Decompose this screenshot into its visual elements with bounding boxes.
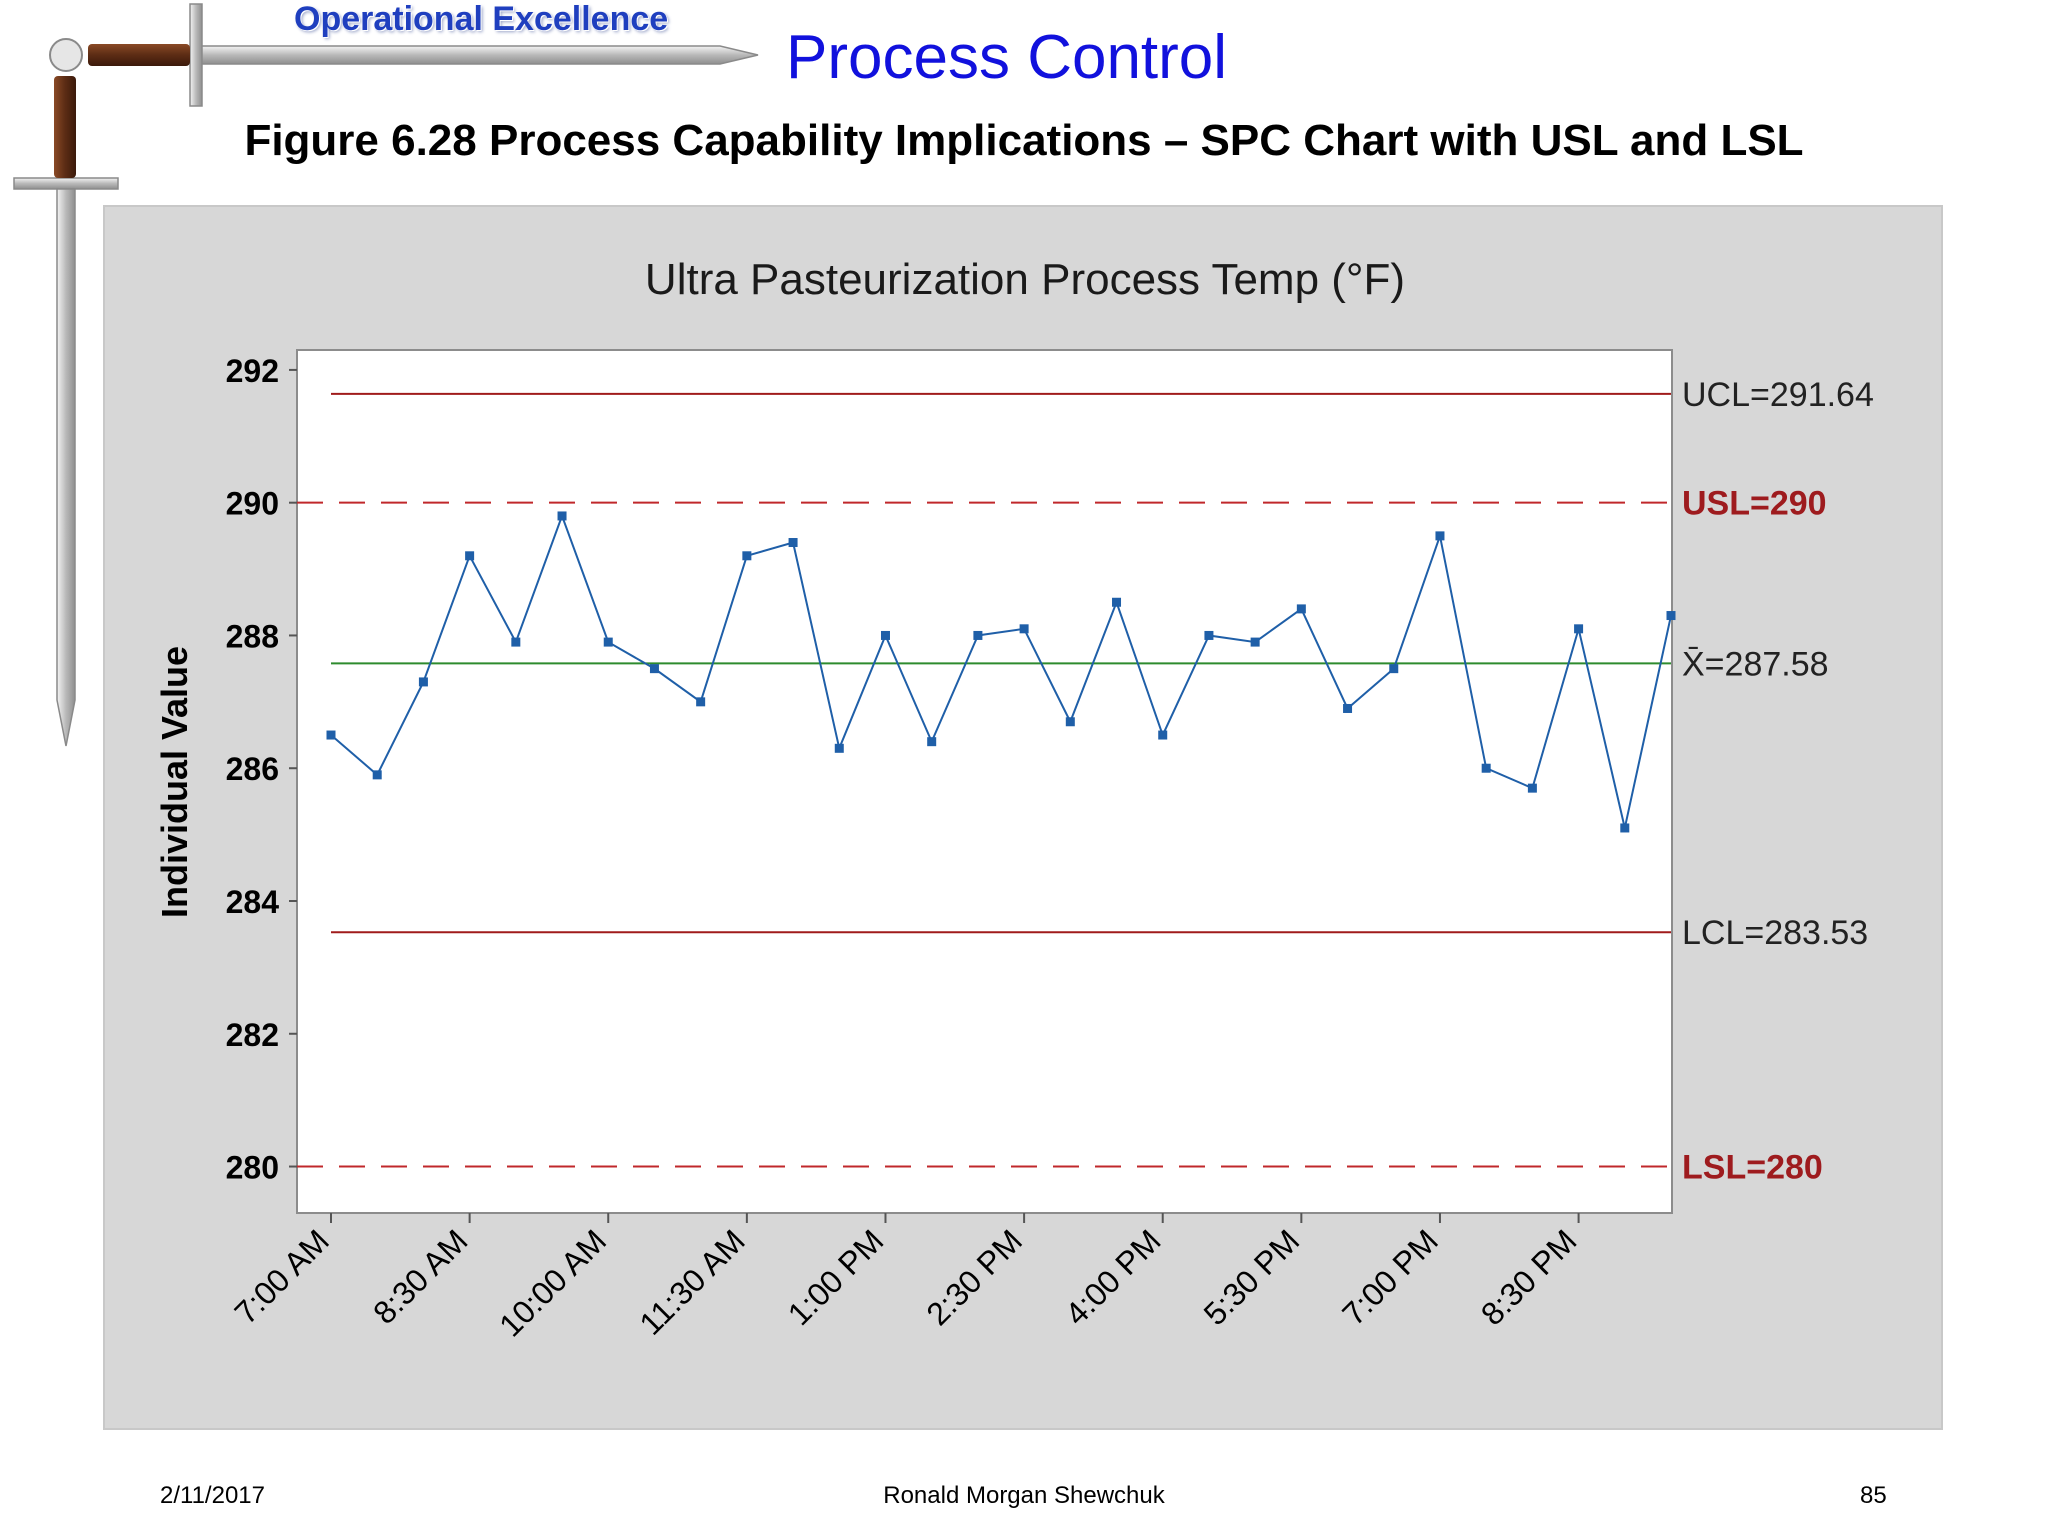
x-tick-label: 11:30 AM — [632, 1222, 751, 1341]
y-tick-label: 284 — [226, 884, 280, 920]
data-series — [326, 511, 1676, 833]
data-point — [1527, 783, 1537, 793]
x-tick-label: 7:00 PM — [1335, 1222, 1445, 1332]
y-tick-label: 280 — [226, 1150, 279, 1186]
y-tick-label: 292 — [226, 353, 279, 389]
data-point — [1112, 597, 1122, 607]
sword-icon — [13, 3, 759, 747]
y-tick-label: 290 — [226, 486, 279, 522]
data-point — [880, 630, 890, 640]
data-point — [418, 677, 428, 687]
data-point — [696, 697, 706, 707]
page-number: 85 — [1860, 1482, 1887, 1509]
chart-panel: Ultra Pasteurization Process Temp (°F) I… — [103, 205, 1943, 1430]
footer-author: Ronald Morgan Shewchuk — [883, 1482, 1165, 1509]
x-ticks: 7:00 AM 8:30 AM 10:00 AM 11:30 AM 1:00 PM 2:3… — [227, 1213, 1584, 1344]
reference-line-label: USL=290 — [1682, 485, 1827, 523]
data-point — [1389, 664, 1399, 674]
brand-label: Operational Excellence — [294, 0, 669, 38]
data-point — [1574, 624, 1584, 634]
plot-area — [296, 349, 1673, 1214]
y-tick-label: 286 — [226, 751, 279, 787]
chart-title: Ultra Pasteurization Process Temp (°F) — [645, 255, 1405, 304]
spc-chart: Ultra Pasteurization Process Temp (°F) I… — [154, 255, 1874, 1344]
data-point — [557, 511, 567, 521]
reference-line-label: LCL=283.53 — [1682, 914, 1868, 952]
data-point — [511, 637, 521, 647]
reference-line-label: LSL=280 — [1682, 1149, 1823, 1187]
reference-line-label: X̄=287.58 — [1682, 645, 1829, 683]
footer-date: 2/11/2017 — [160, 1482, 265, 1509]
figure-caption: Figure 6.28 Process Capability Implicati… — [244, 116, 1804, 165]
data-point — [1065, 717, 1075, 727]
data-point — [1620, 823, 1630, 833]
data-point — [465, 551, 475, 561]
x-tick-label: 2:30 PM — [919, 1222, 1029, 1332]
data-point — [1204, 630, 1214, 640]
data-point — [1296, 604, 1306, 614]
data-point — [1019, 624, 1029, 634]
y-axis-label: Individual Value — [154, 646, 195, 918]
data-point — [1435, 531, 1445, 541]
data-point — [973, 630, 983, 640]
y-tick-label: 288 — [226, 618, 279, 654]
data-point — [649, 664, 659, 674]
data-point — [1158, 730, 1168, 740]
y-tick-label: 282 — [226, 1017, 279, 1053]
x-tick-label: 4:00 PM — [1058, 1222, 1168, 1332]
data-point — [788, 538, 798, 548]
data-point — [1481, 763, 1491, 773]
data-point — [834, 743, 844, 753]
x-tick-label: 1:00 PM — [781, 1222, 891, 1332]
y-ticks: 280 282 284 286 288 290 292 — [226, 353, 297, 1186]
slide-title: Process Control — [786, 23, 1228, 92]
x-tick-label: 7:00 AM — [227, 1222, 335, 1330]
x-tick-label: 5:30 PM — [1197, 1222, 1307, 1332]
data-point — [1666, 611, 1676, 621]
data-point — [927, 737, 937, 747]
data-point — [372, 770, 382, 780]
reference-line-label: UCL=291.64 — [1682, 376, 1874, 414]
reference-lines: UCL=291.64 USL=290 X̄=287.58 LCL=283.53 LSL=… — [297, 376, 1874, 1187]
x-tick-label: 10:00 AM — [492, 1222, 613, 1343]
x-tick-label: 8:30 AM — [366, 1222, 474, 1330]
data-point — [742, 551, 752, 561]
data-point — [1250, 637, 1260, 647]
data-point — [1343, 703, 1353, 713]
x-tick-label: 8:30 PM — [1474, 1222, 1584, 1332]
series-line — [330, 513, 1672, 829]
data-point — [603, 637, 613, 647]
data-point — [326, 730, 336, 740]
